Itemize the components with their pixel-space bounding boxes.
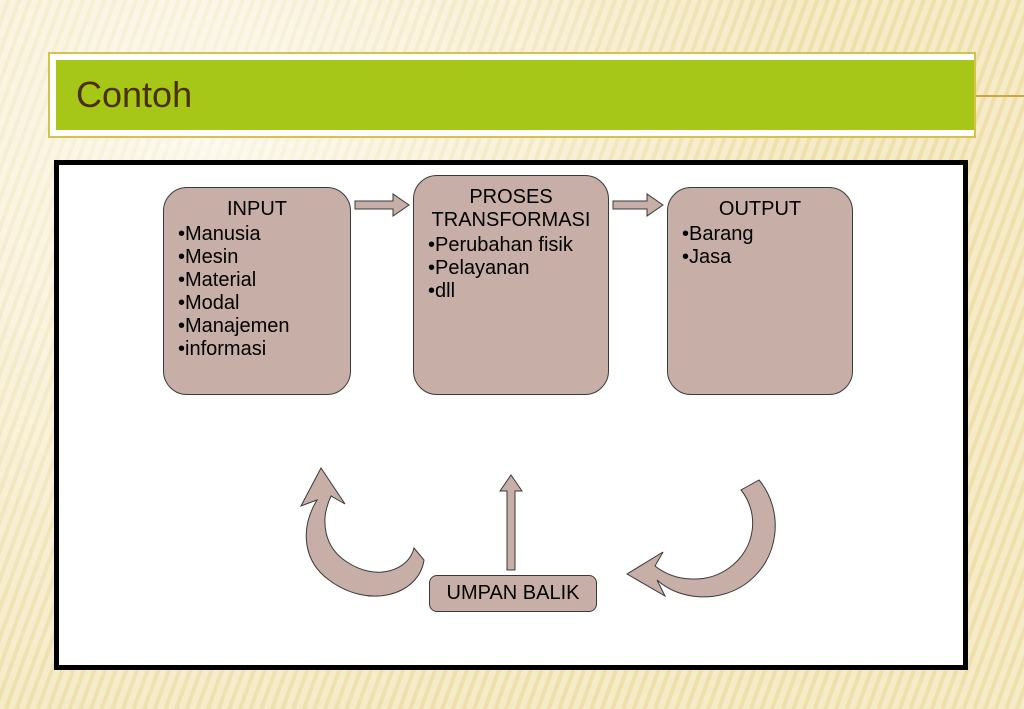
feedback-label: UMPAN BALIK [447, 582, 580, 604]
list-item: Mesin [178, 246, 336, 269]
node-process-title: PROSES TRANSFORMASI [428, 186, 594, 232]
list-item: Material [178, 269, 336, 292]
arrow-feedback-up [499, 475, 523, 570]
node-process: PROSES TRANSFORMASI Perubahan fisik Pela… [413, 175, 609, 395]
node-input-title: INPUT [178, 198, 336, 221]
node-output-title: OUTPUT [682, 198, 838, 221]
node-output: OUTPUT Barang Jasa [667, 187, 853, 395]
list-item: Pelayanan [428, 257, 594, 280]
node-output-list: Barang Jasa [682, 223, 838, 269]
title-bar: Contoh [48, 52, 976, 138]
page-title: Contoh [76, 74, 192, 116]
list-item: Manajemen [178, 315, 336, 338]
arrow-input-to-process [355, 193, 409, 217]
arrow-curve-right [609, 450, 809, 620]
node-input: INPUT Manusia Mesin Material Modal Manaj… [163, 187, 351, 395]
list-item: informasi [178, 338, 336, 361]
list-item: Perubahan fisik [428, 234, 594, 257]
list-item: Barang [682, 223, 838, 246]
node-input-list: Manusia Mesin Material Modal Manajemen i… [178, 223, 336, 361]
arrow-curve-left [259, 450, 459, 620]
list-item: Jasa [682, 246, 838, 269]
arrow-process-to-output [613, 193, 663, 217]
list-item: Modal [178, 292, 336, 315]
node-process-list: Perubahan fisik Pelayanan dll [428, 234, 594, 303]
diagram-canvas: INPUT Manusia Mesin Material Modal Manaj… [54, 160, 968, 670]
list-item: Manusia [178, 223, 336, 246]
title-inner: Contoh [56, 60, 974, 130]
list-item: dll [428, 280, 594, 303]
